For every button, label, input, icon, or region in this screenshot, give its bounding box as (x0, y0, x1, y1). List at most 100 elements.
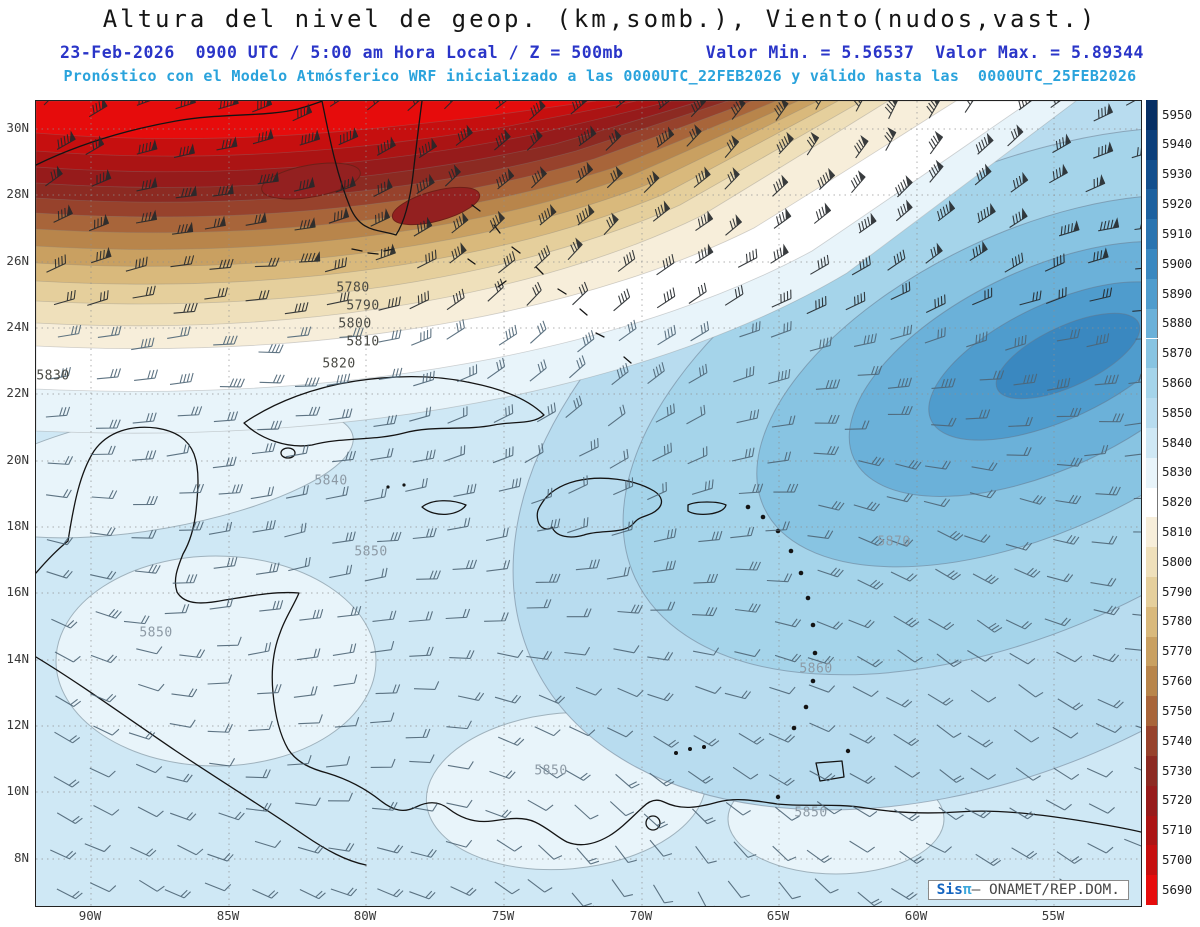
colorbar-label: 5760 (1162, 673, 1193, 689)
colorbar-label: 5730 (1162, 762, 1193, 778)
colorbar-swatch (1146, 815, 1158, 846)
colorbar-label: 5790 (1162, 583, 1193, 599)
colorbar-label: 5700 (1162, 852, 1193, 867)
page-title: Altura del nivel de geop. (km,somb.), Vi… (102, 5, 1098, 33)
colorbar-level-5830: 5830 (1146, 457, 1193, 488)
attribution-org: – ONAMET/REP.DOM. (971, 882, 1120, 898)
lat-label-12N: 12N (6, 717, 29, 732)
lat-label-20N: 20N (6, 452, 29, 467)
colorbar-swatch (1146, 517, 1158, 548)
lat-label-28N: 28N (6, 186, 29, 201)
colorbar-level-5940: 5940 (1146, 129, 1193, 160)
colorbar-level-5950: 5950 (1146, 100, 1192, 130)
valid-time-line: 23-Feb-2026 0900 UTC / 5:00 am Hora Loca… (0, 43, 1200, 62)
colorbar-swatch (1146, 875, 1158, 905)
lon-label-90W: 90W (78, 908, 102, 923)
attribution-badge: Sisπ– ONAMET/REP.DOM. (927, 880, 1129, 900)
colorbar-swatch (1146, 278, 1158, 309)
colorbar-level-5920: 5920 (1146, 189, 1193, 220)
lon-label-85W: 85W (216, 908, 240, 923)
colorbar-label: 5890 (1162, 285, 1193, 301)
colorbar-label: 5830 (1162, 464, 1193, 480)
colorbar-swatch (1146, 159, 1158, 190)
colorbar-level-5820: 5820 (1146, 487, 1193, 518)
colorbar-swatch (1146, 547, 1158, 578)
lon-label-75W: 75W (491, 908, 515, 923)
colorbar-swatch (1146, 666, 1158, 697)
colorbar-label: 5880 (1162, 315, 1193, 331)
lat-label-16N: 16N (6, 584, 29, 599)
colorbar-label: 5810 (1162, 524, 1193, 540)
colorbar-label: 5720 (1162, 792, 1193, 808)
colorbar-label: 5750 (1162, 702, 1193, 718)
lon-label-70W: 70W (629, 908, 653, 923)
colorbar-swatch (1146, 308, 1158, 339)
lat-label-30N: 30N (6, 120, 29, 135)
lat-label-18N: 18N (6, 518, 29, 533)
colorbar-label: 5820 (1162, 494, 1193, 510)
colorbar-swatch (1146, 219, 1158, 250)
coastlines (36, 101, 1141, 866)
colorbar-label: 5690 (1162, 881, 1193, 897)
lat-label-24N: 24N (6, 319, 29, 334)
lon-label-80W: 80W (353, 908, 377, 923)
colorbar-level-5740: 5740 (1146, 726, 1192, 756)
colorbar-label: 5950 (1162, 106, 1193, 122)
lon-label-60W: 60W (904, 908, 928, 923)
colorbar-label: 5900 (1162, 255, 1193, 271)
colorbar-swatch (1146, 398, 1158, 428)
colorbar-level-5900: 5900 (1146, 249, 1192, 279)
colorbar-level-5780: 5780 (1146, 606, 1193, 637)
colorbar-label: 5740 (1162, 732, 1193, 748)
colorbar-level-5860: 5860 (1146, 368, 1192, 399)
colorbar-swatch (1146, 755, 1158, 786)
longitude-axis: 90W 85W 80W 75W 70W 65W 60W 55W (35, 907, 1142, 927)
colorbar-level-5710: 5710 (1146, 815, 1193, 846)
lat-label-14N: 14N (6, 651, 29, 666)
colorbar-swatch (1146, 726, 1158, 756)
colorbar-label: 5780 (1162, 613, 1193, 629)
colorbar-label: 5940 (1162, 136, 1193, 152)
colorbar-level-5910: 5910 (1146, 219, 1193, 250)
colorbar-level-5850: 5850 (1146, 398, 1192, 428)
colorbar-level-5930: 5930 (1146, 159, 1192, 190)
colorbar-level-5770: 5770 (1146, 636, 1192, 667)
colorbar-label: 5920 (1162, 196, 1193, 212)
weather-field-svg (36, 101, 1141, 906)
lat-label-26N: 26N (6, 253, 29, 268)
colorbar-level-5810: 5810 (1146, 517, 1193, 548)
colorbar-level-5790: 5790 (1146, 577, 1192, 607)
colorbar-level-5800: 5800 (1146, 547, 1193, 578)
colorbar-level-5750: 5750 (1146, 696, 1193, 727)
colorbar-swatch (1146, 189, 1158, 220)
colorbar-swatch (1146, 457, 1158, 488)
colorbar-label: 5910 (1162, 225, 1193, 241)
latlon-gridlines (36, 101, 1141, 906)
minmax-text: Valor Min. = 5.56537 Valor Max. = 5.8934… (705, 43, 1144, 62)
colorbar-level-5840: 5840 (1146, 427, 1193, 458)
colorbar-swatch (1146, 636, 1158, 667)
colorbar-swatch (1146, 606, 1158, 637)
map-canvas: 5780 5790 5800 5810 5820 5830 5840 5850 5850 5860… (35, 100, 1142, 907)
colorbar-label: 5870 (1162, 345, 1193, 361)
colorbar-swatch (1146, 129, 1158, 160)
colorbar-label: 5800 (1162, 553, 1193, 569)
colorbar-level-5720: 5720 (1146, 785, 1193, 816)
colorbar-swatch (1146, 785, 1158, 816)
model-info-line: Pronóstico con el Modelo Atmósferico WRF… (63, 67, 1137, 85)
lon-label-65W: 65W (766, 908, 790, 923)
colorbar-swatch (1146, 696, 1158, 727)
colorbar-swatch (1146, 338, 1158, 369)
lat-label-10N: 10N (6, 783, 29, 798)
colorbar-level-5760: 5760 (1146, 666, 1193, 697)
sispi-logo-text: Sis (936, 882, 963, 898)
colorbar-label: 5840 (1162, 434, 1193, 450)
colorbar-label: 5850 (1162, 404, 1193, 420)
valid-time-text: 23-Feb-2026 0900 UTC / 5:00 am Hora Loca… (60, 43, 624, 62)
colorbar-level-5730: 5730 (1146, 755, 1193, 786)
lat-label-8N: 8N (13, 850, 29, 865)
colorbar-label: 5710 (1162, 822, 1193, 838)
colorbar-swatch (1146, 487, 1158, 518)
colorbar-swatch (1146, 845, 1158, 876)
colorbar-swatch (1146, 249, 1158, 279)
